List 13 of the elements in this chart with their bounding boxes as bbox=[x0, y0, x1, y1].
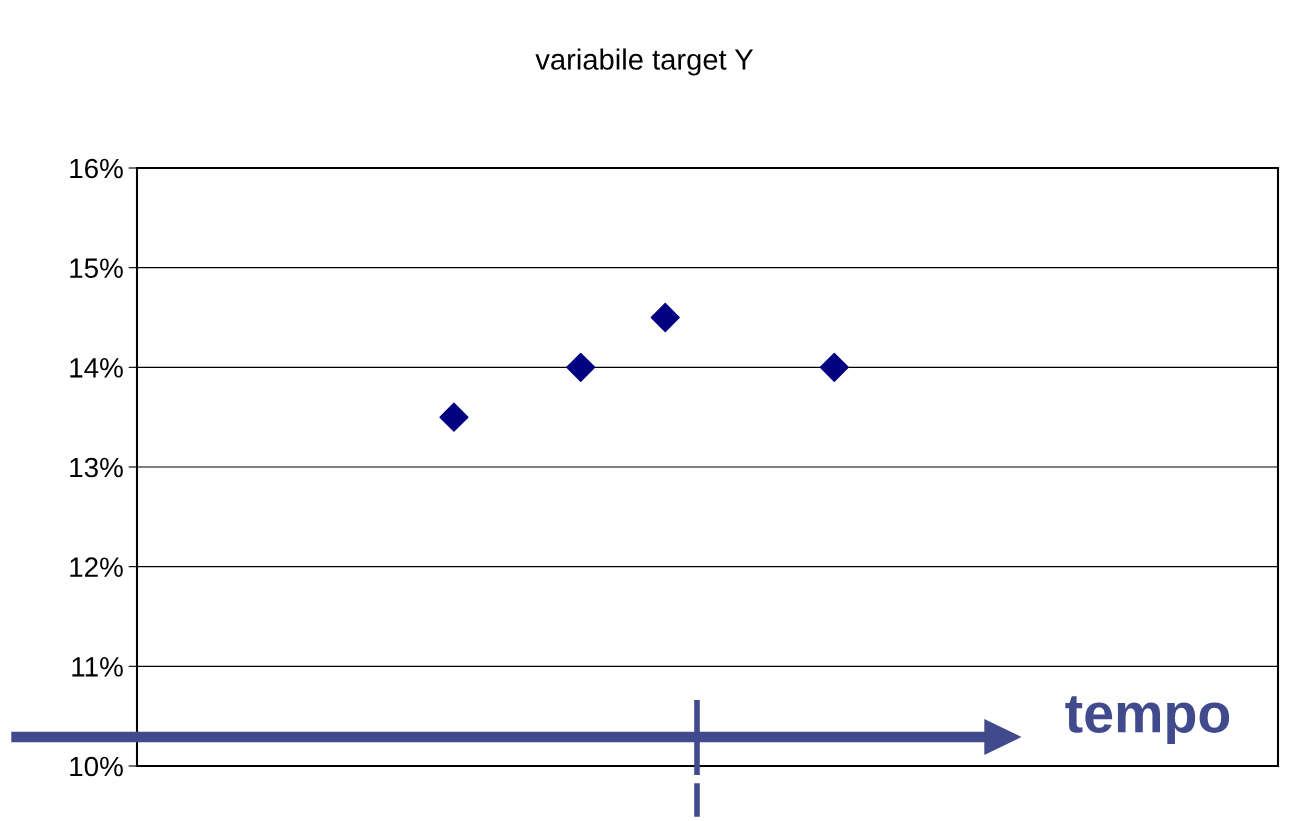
y-tick-label: 14% bbox=[70, 358, 123, 378]
y-tick-label: 15% bbox=[70, 258, 123, 279]
y-tick-label: 16% bbox=[70, 158, 123, 179]
point bbox=[566, 352, 596, 382]
annotation: tempo bbox=[1065, 696, 1230, 744]
y-tick-label: 10% bbox=[70, 756, 123, 777]
y-tick-label: 12% bbox=[70, 557, 123, 577]
y-tick-label: 11% bbox=[72, 657, 123, 677]
point bbox=[650, 302, 680, 333]
point bbox=[439, 402, 469, 432]
chart-title: variabile target Y bbox=[535, 48, 754, 76]
y-tick-label: 13% bbox=[70, 457, 123, 478]
point bbox=[819, 352, 849, 382]
